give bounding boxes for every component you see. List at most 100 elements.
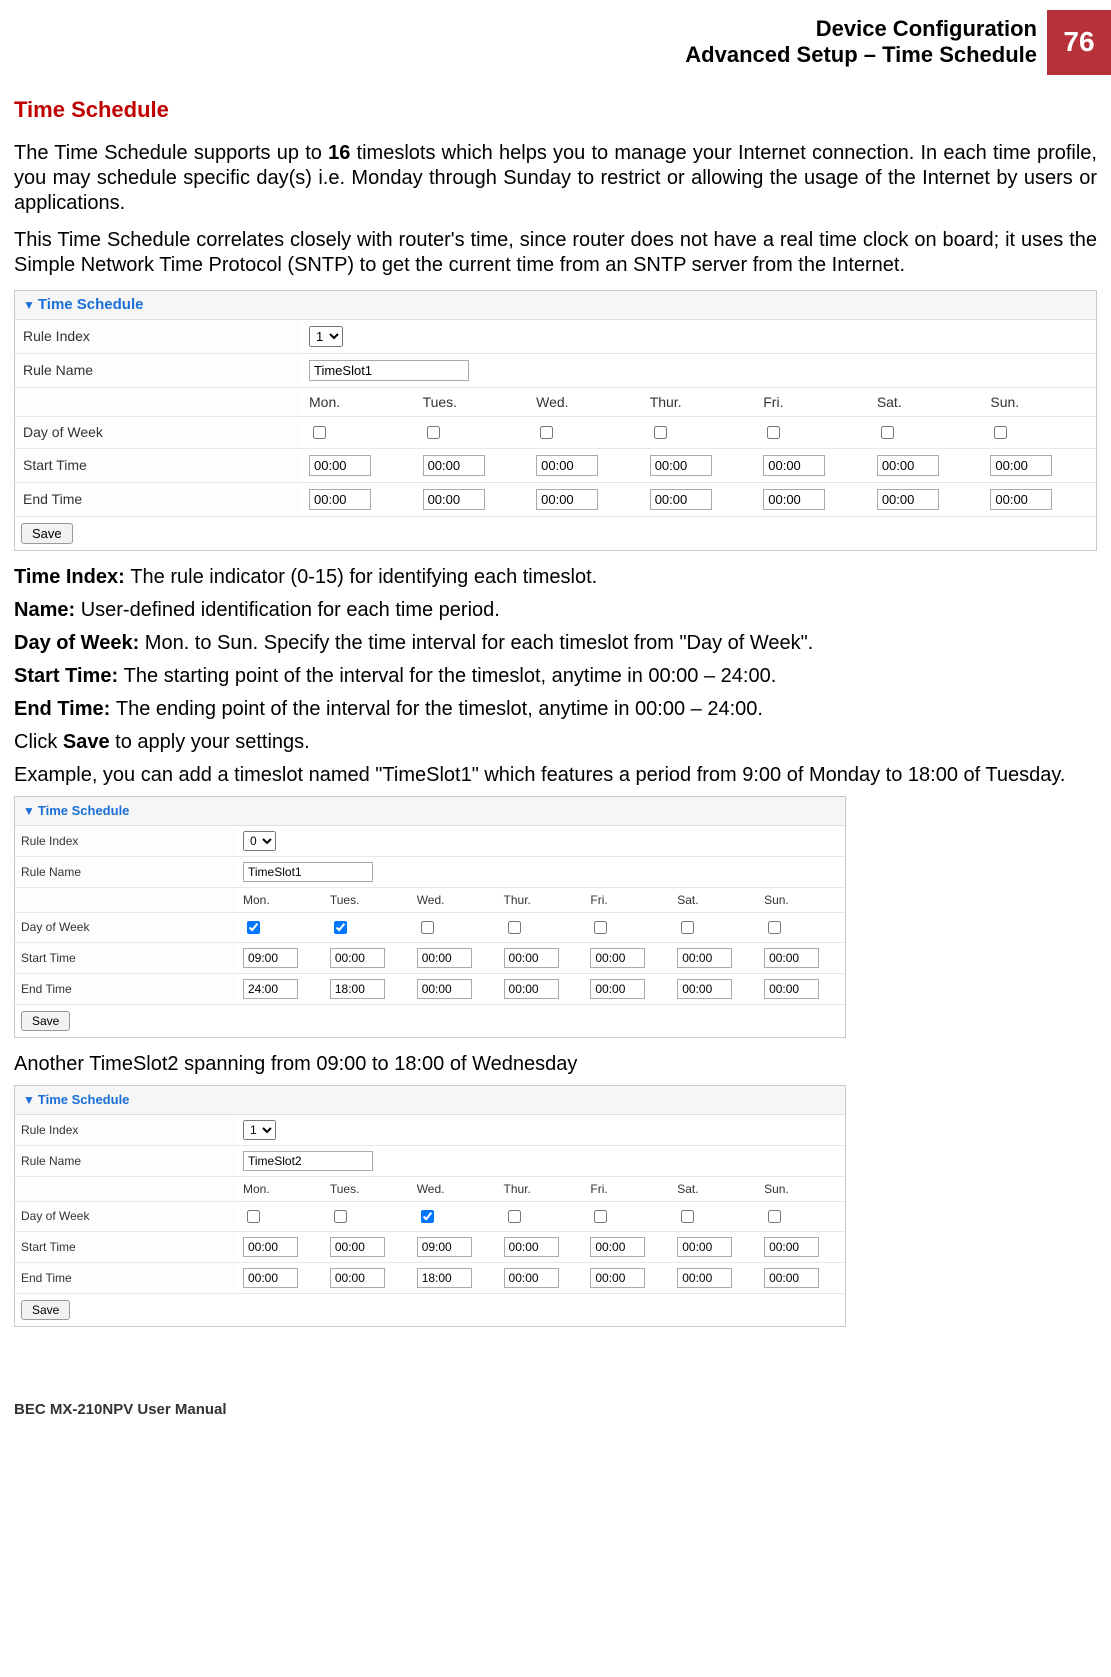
end-time-label: End Time [15, 482, 301, 516]
panel-title: Time Schedule [38, 296, 144, 313]
desc-name: Name: User-defined identification for ea… [14, 598, 1097, 623]
start-time-input[interactable] [677, 948, 732, 968]
end-time-input[interactable] [536, 489, 598, 510]
day-checkbox[interactable] [768, 921, 781, 934]
start-time-input[interactable] [677, 1237, 732, 1257]
time-schedule-panel-3: ▼Time Schedule Rule Index 1 Rule Name Mo… [14, 1085, 846, 1327]
end-time-input[interactable] [763, 489, 825, 510]
end-time-input[interactable] [764, 979, 819, 999]
panel-title: Time Schedule [38, 1092, 130, 1107]
end-time-input[interactable] [243, 979, 298, 999]
end-time-input[interactable] [330, 1268, 385, 1288]
start-time-input[interactable] [423, 455, 485, 476]
end-time-input[interactable] [504, 979, 559, 999]
day-checkbox[interactable] [427, 426, 440, 439]
end-time-input[interactable] [417, 979, 472, 999]
start-time-input[interactable] [536, 455, 598, 476]
day-checkbox[interactable] [768, 1210, 781, 1223]
panel-header: ▼Time Schedule [15, 797, 845, 826]
day-checkbox[interactable] [654, 426, 667, 439]
day-checkbox[interactable] [540, 426, 553, 439]
rule-index-label: Rule Index [15, 320, 301, 354]
end-time-input[interactable] [990, 489, 1052, 510]
save-button[interactable]: Save [21, 1011, 70, 1031]
day-checkbox[interactable] [421, 921, 434, 934]
desc-start-time: Start Time: The starting point of the in… [14, 664, 1097, 689]
end-time-input[interactable] [764, 1268, 819, 1288]
day-checkbox[interactable] [594, 1210, 607, 1223]
save-button[interactable]: Save [21, 523, 73, 544]
start-time-input[interactable] [417, 948, 472, 968]
rule-name-input[interactable] [243, 862, 373, 882]
schedule-table: Rule Index 0 Rule Name Mon. Tues. Wed. T… [15, 826, 845, 1005]
end-time-input[interactable] [677, 979, 732, 999]
day-checkbox[interactable] [767, 426, 780, 439]
rule-name-label: Rule Name [15, 353, 301, 387]
start-time-input[interactable] [504, 1237, 559, 1257]
page-number: 76 [1047, 10, 1111, 75]
day-checkbox[interactable] [247, 921, 260, 934]
start-time-input[interactable] [990, 455, 1052, 476]
end-time-input[interactable] [243, 1268, 298, 1288]
desc-end-time: End Time: The ending point of the interv… [14, 697, 1097, 722]
end-time-input[interactable] [650, 489, 712, 510]
day-checkbox[interactable] [508, 1210, 521, 1223]
start-time-input[interactable] [243, 948, 298, 968]
save-button[interactable]: Save [21, 1300, 70, 1320]
desc-save: Click Save to apply your settings. [14, 730, 1097, 755]
day-header: Fri. [755, 387, 869, 416]
day-checkbox[interactable] [247, 1210, 260, 1223]
end-time-input[interactable] [877, 489, 939, 510]
example-text-1: Example, you can add a timeslot named "T… [14, 763, 1097, 788]
day-checkbox[interactable] [594, 921, 607, 934]
day-checkbox[interactable] [681, 921, 694, 934]
day-checkbox[interactable] [881, 426, 894, 439]
header-title-block: Device Configuration Advanced Setup – Ti… [685, 10, 1047, 75]
day-checkbox[interactable] [681, 1210, 694, 1223]
panel-title: Time Schedule [38, 803, 130, 818]
start-time-input[interactable] [309, 455, 371, 476]
end-time-input[interactable] [330, 979, 385, 999]
collapse-icon: ▼ [23, 1093, 35, 1107]
end-time-input[interactable] [423, 489, 485, 510]
time-schedule-panel-2: ▼Time Schedule Rule Index 0 Rule Name Mo… [14, 796, 846, 1038]
end-time-input[interactable] [504, 1268, 559, 1288]
start-time-label: Start Time [15, 448, 301, 482]
start-time-input[interactable] [330, 948, 385, 968]
start-time-input[interactable] [764, 948, 819, 968]
start-time-input[interactable] [650, 455, 712, 476]
day-of-week-label: Day of Week [15, 416, 301, 448]
end-time-input[interactable] [309, 489, 371, 510]
start-time-input[interactable] [243, 1237, 298, 1257]
day-checkbox[interactable] [313, 426, 326, 439]
rule-index-select[interactable]: 1 [243, 1120, 276, 1140]
end-time-input[interactable] [677, 1268, 732, 1288]
start-time-input[interactable] [504, 948, 559, 968]
day-checkbox[interactable] [421, 1210, 434, 1223]
start-time-input[interactable] [590, 948, 645, 968]
collapse-icon: ▼ [23, 804, 35, 818]
day-checkbox[interactable] [508, 921, 521, 934]
start-time-input[interactable] [764, 1237, 819, 1257]
start-time-input[interactable] [330, 1237, 385, 1257]
start-time-input[interactable] [763, 455, 825, 476]
example-text-2: Another TimeSlot2 spanning from 09:00 to… [14, 1052, 1097, 1077]
intro-paragraph-2: This Time Schedule correlates closely wi… [14, 228, 1097, 278]
rule-name-input[interactable] [309, 360, 469, 381]
end-time-input[interactable] [417, 1268, 472, 1288]
rule-index-select[interactable]: 1 [309, 326, 343, 347]
rule-index-select[interactable]: 0 [243, 831, 276, 851]
desc-time-index: Time Index: The rule indicator (0-15) fo… [14, 565, 1097, 590]
day-header: Mon. [301, 387, 415, 416]
rule-name-input[interactable] [243, 1151, 373, 1171]
start-time-input[interactable] [417, 1237, 472, 1257]
day-checkbox[interactable] [334, 921, 347, 934]
start-time-input[interactable] [590, 1237, 645, 1257]
day-checkbox[interactable] [334, 1210, 347, 1223]
end-time-input[interactable] [590, 979, 645, 999]
end-time-input[interactable] [590, 1268, 645, 1288]
day-checkbox[interactable] [994, 426, 1007, 439]
panel-header: ▼Time Schedule [15, 1086, 845, 1115]
start-time-input[interactable] [877, 455, 939, 476]
schedule-table: Rule Index 1 Rule Name Mon. Tues. Wed. T… [15, 1115, 845, 1294]
